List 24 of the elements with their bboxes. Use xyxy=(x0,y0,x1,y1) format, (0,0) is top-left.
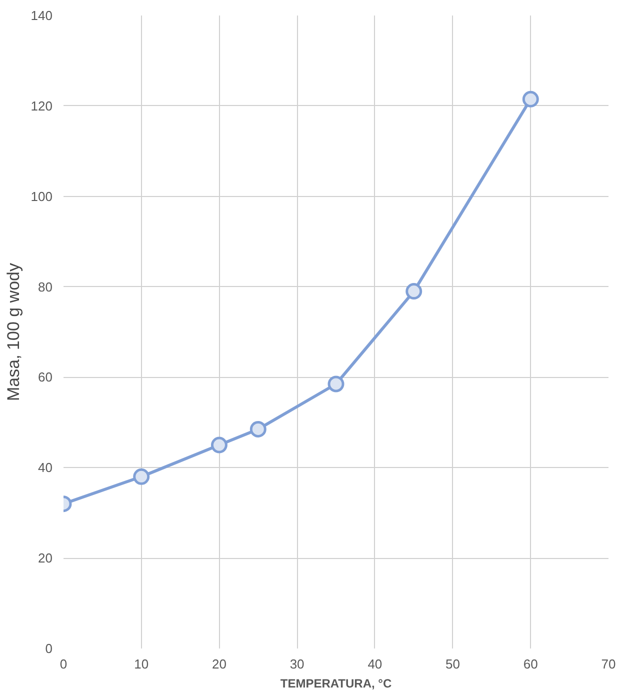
point xyxy=(522,90,539,108)
point xyxy=(406,283,422,300)
y-tick-label: 80 xyxy=(38,279,53,294)
x-tick-label: 40 xyxy=(368,656,382,672)
x-tick-label: 30 xyxy=(290,656,304,672)
point xyxy=(328,376,344,392)
y-tick-label: 120 xyxy=(30,98,53,114)
y-tick-label: 140 xyxy=(30,8,53,23)
x-tick-label: 0 xyxy=(60,656,68,672)
point xyxy=(210,436,228,454)
y-tick-label: 60 xyxy=(38,370,53,385)
x-tick-label: 50 xyxy=(446,656,460,672)
y-axis-title: Masa, 100 g wody xyxy=(4,262,23,401)
x-axis-title: TEMPERATURA, °C xyxy=(280,676,392,690)
x-tick-label: 70 xyxy=(601,656,616,672)
x-tick-label: 10 xyxy=(134,656,149,672)
point xyxy=(250,420,266,438)
point xyxy=(133,468,150,485)
y-tick-label: 40 xyxy=(38,460,53,476)
y-tick-label: 20 xyxy=(38,550,53,566)
x-tick-label: 20 xyxy=(212,656,226,672)
y-tick-label: 100 xyxy=(30,188,53,204)
y-tick-label: 0 xyxy=(45,641,53,656)
x-tick-label: 60 xyxy=(523,656,538,672)
